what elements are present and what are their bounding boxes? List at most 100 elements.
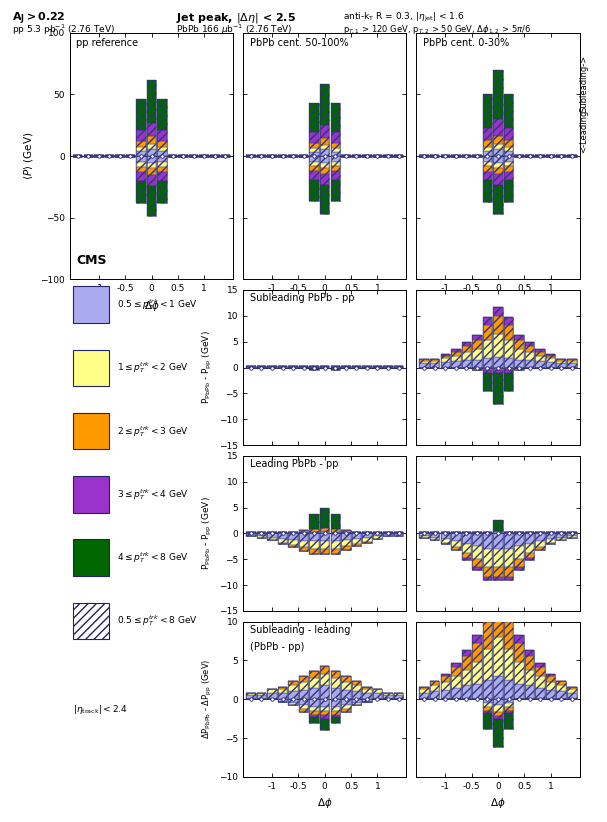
Bar xyxy=(351,155,361,156)
Bar xyxy=(472,559,481,567)
Bar xyxy=(451,156,461,157)
Bar xyxy=(299,155,308,156)
Bar xyxy=(504,703,514,707)
Bar xyxy=(525,656,534,670)
Y-axis label: P$_\mathrm{PbPb}$ - P$_\mathrm{pp}$ (GeV): P$_\mathrm{PbPb}$ - P$_\mathrm{pp}$ (GeV… xyxy=(200,330,214,404)
Bar xyxy=(430,538,439,540)
Bar xyxy=(200,155,209,156)
Bar xyxy=(299,156,308,157)
Bar xyxy=(461,533,471,543)
Bar xyxy=(472,155,481,156)
Bar xyxy=(504,147,514,151)
Bar xyxy=(546,354,555,356)
Bar xyxy=(257,693,266,695)
Bar xyxy=(483,316,492,325)
Bar xyxy=(419,533,429,536)
Bar xyxy=(557,691,566,700)
Bar xyxy=(299,700,308,712)
Bar xyxy=(525,533,534,560)
Bar xyxy=(147,136,156,144)
Bar xyxy=(493,334,503,358)
Bar xyxy=(483,703,492,707)
Bar xyxy=(441,682,450,690)
Bar xyxy=(525,342,534,346)
Bar xyxy=(493,567,503,577)
Bar xyxy=(504,533,514,580)
Bar xyxy=(430,681,439,686)
Bar xyxy=(557,681,566,686)
Bar xyxy=(472,335,481,367)
Bar xyxy=(493,367,503,370)
Bar xyxy=(288,155,298,156)
Bar xyxy=(493,549,503,567)
Bar xyxy=(504,325,514,340)
Text: $4 \leq p_T^{trk} < 8$ GeV: $4 \leq p_T^{trk} < 8$ GeV xyxy=(117,550,189,566)
Bar xyxy=(310,162,319,166)
Bar xyxy=(461,360,471,367)
Bar xyxy=(373,533,382,538)
Bar xyxy=(419,156,429,157)
Bar xyxy=(278,532,287,533)
Bar xyxy=(341,709,351,712)
Bar xyxy=(535,532,545,533)
Bar xyxy=(394,532,403,533)
Bar xyxy=(341,700,351,705)
Text: Subleading->: Subleading-> xyxy=(580,55,588,113)
Bar xyxy=(136,151,146,156)
Bar xyxy=(136,181,146,203)
Bar xyxy=(257,536,266,538)
Bar xyxy=(472,643,481,662)
Bar xyxy=(461,543,471,553)
Bar xyxy=(483,151,492,156)
Bar xyxy=(504,621,514,649)
Bar xyxy=(514,567,524,570)
Bar xyxy=(451,533,461,541)
Bar xyxy=(483,532,492,533)
Bar xyxy=(567,532,577,533)
Bar xyxy=(483,567,492,577)
Bar xyxy=(310,687,319,700)
Bar xyxy=(567,687,577,700)
Bar xyxy=(514,335,524,340)
Bar xyxy=(267,532,277,533)
Text: Jet peak, $|\Delta\eta|$ < 2.5: Jet peak, $|\Delta\eta|$ < 2.5 xyxy=(176,11,296,25)
Bar xyxy=(567,156,577,157)
Bar xyxy=(493,712,503,715)
Bar xyxy=(514,635,524,643)
Bar xyxy=(504,567,514,577)
Bar xyxy=(278,687,287,700)
Bar xyxy=(483,180,492,201)
Bar xyxy=(546,538,555,543)
Bar xyxy=(310,700,319,723)
Bar xyxy=(136,130,146,141)
Bar xyxy=(525,649,534,656)
Bar xyxy=(483,370,492,372)
Bar xyxy=(299,532,308,533)
Bar xyxy=(493,168,503,174)
Bar xyxy=(331,687,340,700)
Bar xyxy=(320,673,330,686)
Bar xyxy=(278,156,287,157)
Bar xyxy=(189,156,198,157)
Bar xyxy=(472,684,481,700)
Bar xyxy=(567,693,577,700)
Bar xyxy=(362,693,371,700)
Bar xyxy=(525,553,534,558)
Bar xyxy=(136,141,146,147)
Bar xyxy=(331,549,340,554)
Bar xyxy=(394,693,403,695)
Bar xyxy=(320,541,330,549)
Text: anti-k$_\mathrm{T}$ R = 0.3, $|\eta_\mathrm{jet}|$ < 1.6: anti-k$_\mathrm{T}$ R = 0.3, $|\eta_\mat… xyxy=(343,11,464,24)
Bar xyxy=(567,533,577,538)
Bar xyxy=(331,366,340,367)
Bar xyxy=(546,155,555,156)
Bar xyxy=(535,663,545,667)
Bar xyxy=(288,700,298,703)
Bar xyxy=(257,695,266,700)
Bar xyxy=(493,520,503,533)
Bar xyxy=(351,686,361,691)
Text: $\mathbf{A_J > 0.22}$: $\mathbf{A_J > 0.22}$ xyxy=(12,11,66,27)
Bar xyxy=(472,547,481,559)
Bar xyxy=(535,362,545,367)
Bar xyxy=(115,156,124,157)
